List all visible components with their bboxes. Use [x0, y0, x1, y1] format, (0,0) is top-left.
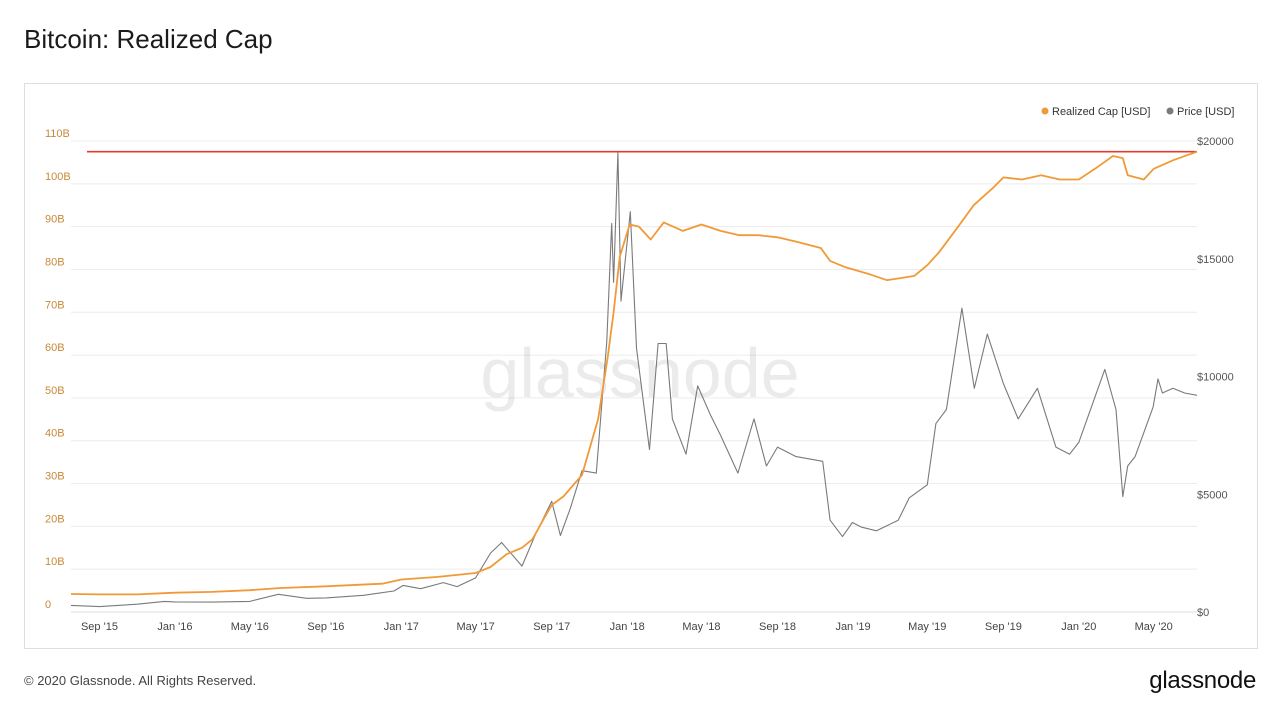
x-axis-tick-label: Jan '18: [610, 621, 645, 633]
legend-item-price[interactable]: Price [USD]: [1177, 106, 1234, 118]
x-axis-tick-label: Sep '15: [81, 621, 118, 633]
x-axis-tick-label: Sep '19: [985, 621, 1022, 633]
left-axis-tick-label: 90B: [45, 214, 65, 226]
x-axis-tick-label: Jan '16: [157, 621, 192, 633]
x-axis-tick-label: May '18: [682, 621, 720, 633]
right-axis-tick-label: $20000: [1197, 136, 1234, 148]
left-axis-tick-label: 40B: [45, 428, 65, 440]
glassnode-logo[interactable]: glassnode: [1149, 667, 1256, 694]
right-axis-tick-label: $5000: [1197, 489, 1228, 501]
right-axis-tick-label: $0: [1197, 607, 1209, 619]
left-axis-tick-label: 30B: [45, 471, 65, 483]
x-axis-tick-label: Jan '20: [1061, 621, 1096, 633]
x-axis-tick-label: Sep '17: [533, 621, 570, 633]
chart-svg: glassnode 010B20B30B40B50B60B70B80B90B10…: [45, 106, 1235, 633]
left-axis-tick-label: 50B: [45, 385, 65, 397]
right-axis-tick-label: $15000: [1197, 254, 1234, 266]
left-axis-tick-label: 70B: [45, 299, 65, 311]
x-axis-tick-label: Sep '16: [307, 621, 344, 633]
right-axis: $0 $5000 $10000 $15000 $20000: [1197, 136, 1234, 619]
x-axis-tick-label: May '19: [908, 621, 946, 633]
legend[interactable]: Realized Cap [USD] Price [USD]: [1041, 106, 1235, 118]
page-title: Bitcoin: Realized Cap: [24, 24, 273, 54]
x-axis: Sep '15 Jan '16 May '16 Sep '16 Jan '17 May '…: [81, 621, 1173, 633]
gridlines: [71, 140, 1197, 613]
x-axis-tick-label: May '17: [457, 621, 495, 633]
legend-dot-price: [1166, 107, 1174, 115]
legend-dot-realized-cap: [1041, 107, 1049, 115]
left-axis-tick-label: 10B: [45, 556, 65, 568]
left-axis-tick-label: 80B: [45, 256, 65, 268]
chart-panel: glassnode 0 10B 20B 30B 40B 50B 60B 70B 80B 90B 10…: [24, 83, 1258, 649]
left-axis: 0 10B 20B 30B 40B 50B 60B 70B 80B 90B 100B 110B: [45, 128, 71, 611]
left-axis-tick-label: 100B: [45, 171, 71, 183]
x-axis-tick-label: Sep '18: [759, 621, 796, 633]
realized-cap-series-line: [70, 150, 1198, 596]
right-axis-tick-label: $10000: [1197, 372, 1234, 384]
legend-item-realized-cap[interactable]: Realized Cap [USD]: [1052, 106, 1150, 118]
x-axis-tick-label: May '20: [1135, 621, 1173, 633]
footer-copyright: © 2020 Glassnode. All Rights Reserved.: [24, 673, 257, 688]
x-axis-tick-label: Jan '19: [835, 621, 870, 633]
x-axis-tick-label: Jan '17: [384, 621, 419, 633]
price-series-line: [70, 152, 1198, 608]
left-axis-tick-label: 110B: [45, 128, 70, 140]
left-axis-tick-label: 0: [45, 599, 51, 611]
x-axis-tick-label: May '16: [231, 621, 269, 633]
left-axis-tick-label: 20B: [45, 513, 65, 525]
left-axis-tick-label: 60B: [45, 342, 65, 354]
